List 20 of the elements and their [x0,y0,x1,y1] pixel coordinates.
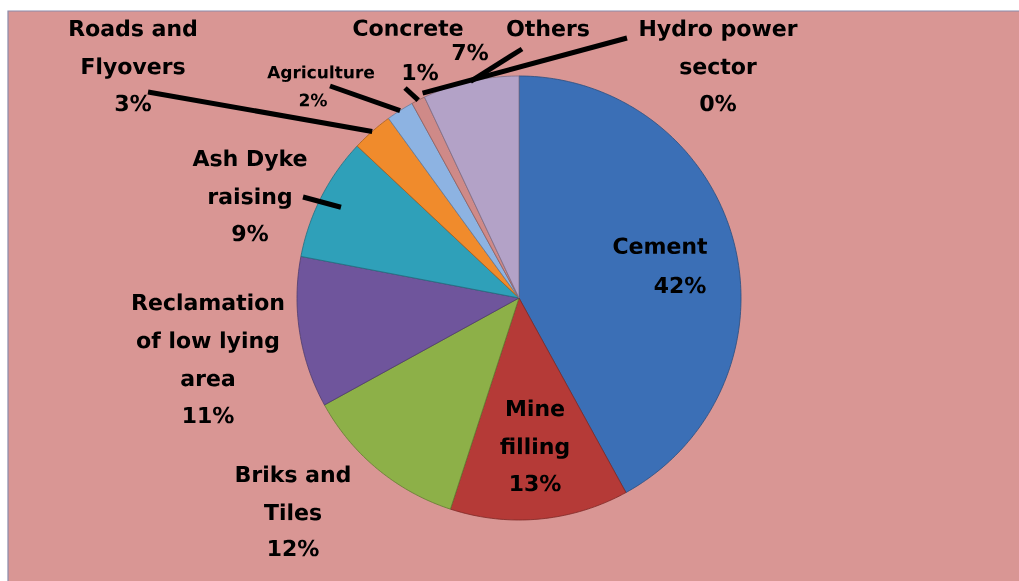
slice-label: Agriculture [267,65,375,82]
data-label: 1% [403,63,438,81]
slice-label: Ash Dyke raising [192,149,307,209]
slice-label: Briks and Tiles [236,465,350,521]
text: 0% [700,94,736,112]
data-label: 12% [269,539,319,557]
slice-label: Others [507,19,589,37]
data-label: 7% [452,43,488,61]
data-label: 3% [115,94,151,112]
data-label: 13% [511,474,561,492]
slice-label: Mine filling [500,399,569,459]
data-label: 42% [654,276,706,294]
category-label: Hydro power sector [640,19,798,75]
slice-label: Concrete [353,19,463,37]
data-label: 11% [184,406,234,424]
slice-label: Reclamation of low lying area [133,293,284,387]
slice-label: Cement [613,237,708,255]
data-label: 9% [232,224,268,242]
data-label: 2% [299,93,327,107]
slice-label: Roads and Flyovers [70,19,196,79]
